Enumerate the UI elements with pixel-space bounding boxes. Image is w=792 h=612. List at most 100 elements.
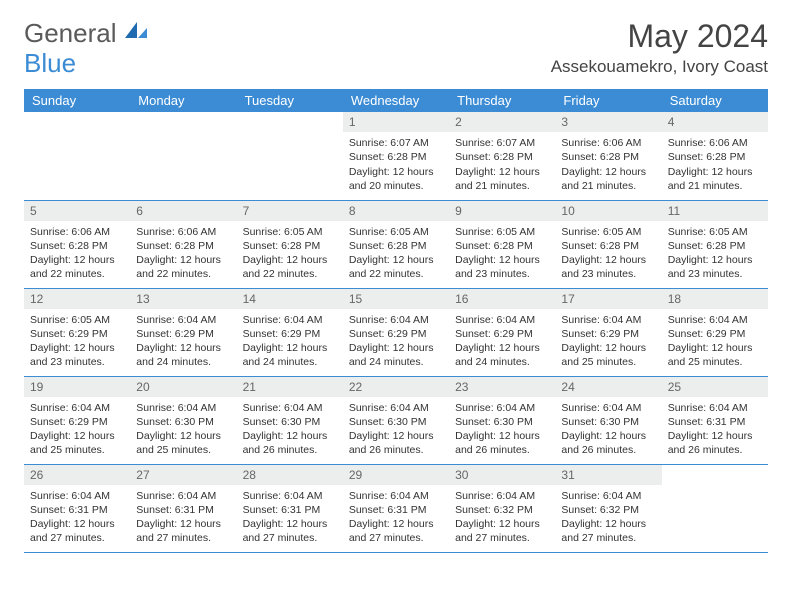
day-body: Sunrise: 6:06 AMSunset: 6:28 PMDaylight:…: [130, 223, 236, 286]
day-number: 6: [130, 201, 236, 221]
day-number: 11: [662, 201, 768, 221]
day-number: 18: [662, 289, 768, 309]
weekday-header: Tuesday: [237, 89, 343, 112]
calendar-cell: 16Sunrise: 6:04 AMSunset: 6:29 PMDayligh…: [449, 288, 555, 376]
calendar-cell: 10Sunrise: 6:05 AMSunset: 6:28 PMDayligh…: [555, 200, 661, 288]
calendar-cell: 30Sunrise: 6:04 AMSunset: 6:32 PMDayligh…: [449, 464, 555, 552]
day-number: 27: [130, 465, 236, 485]
month-title: May 2024: [551, 18, 768, 55]
calendar-week-row: 1Sunrise: 6:07 AMSunset: 6:28 PMDaylight…: [24, 112, 768, 200]
day-number: 21: [237, 377, 343, 397]
day-body: Sunrise: 6:05 AMSunset: 6:28 PMDaylight:…: [237, 223, 343, 286]
calendar-cell: 2Sunrise: 6:07 AMSunset: 6:28 PMDaylight…: [449, 112, 555, 200]
calendar-cell: 15Sunrise: 6:04 AMSunset: 6:29 PMDayligh…: [343, 288, 449, 376]
calendar-cell: 6Sunrise: 6:06 AMSunset: 6:28 PMDaylight…: [130, 200, 236, 288]
calendar-cell: 29Sunrise: 6:04 AMSunset: 6:31 PMDayligh…: [343, 464, 449, 552]
day-body: Sunrise: 6:04 AMSunset: 6:30 PMDaylight:…: [343, 399, 449, 462]
day-body: Sunrise: 6:04 AMSunset: 6:29 PMDaylight:…: [555, 311, 661, 374]
day-body: Sunrise: 6:04 AMSunset: 6:32 PMDaylight:…: [555, 487, 661, 550]
day-number: 16: [449, 289, 555, 309]
calendar-cell: 9Sunrise: 6:05 AMSunset: 6:28 PMDaylight…: [449, 200, 555, 288]
day-number: 12: [24, 289, 130, 309]
calendar-cell: 25Sunrise: 6:04 AMSunset: 6:31 PMDayligh…: [662, 376, 768, 464]
day-number: 26: [24, 465, 130, 485]
calendar-cell: 20Sunrise: 6:04 AMSunset: 6:30 PMDayligh…: [130, 376, 236, 464]
calendar-cell: 28Sunrise: 6:04 AMSunset: 6:31 PMDayligh…: [237, 464, 343, 552]
calendar-cell: 26Sunrise: 6:04 AMSunset: 6:31 PMDayligh…: [24, 464, 130, 552]
day-body: Sunrise: 6:05 AMSunset: 6:28 PMDaylight:…: [662, 223, 768, 286]
weekday-header: Saturday: [662, 89, 768, 112]
day-body: Sunrise: 6:06 AMSunset: 6:28 PMDaylight:…: [24, 223, 130, 286]
title-block: May 2024 Assekouamekro, Ivory Coast: [551, 18, 768, 77]
day-body: Sunrise: 6:06 AMSunset: 6:28 PMDaylight:…: [662, 134, 768, 197]
calendar-cell: 12Sunrise: 6:05 AMSunset: 6:29 PMDayligh…: [24, 288, 130, 376]
day-body: Sunrise: 6:04 AMSunset: 6:30 PMDaylight:…: [130, 399, 236, 462]
day-number: 22: [343, 377, 449, 397]
day-body: Sunrise: 6:04 AMSunset: 6:32 PMDaylight:…: [449, 487, 555, 550]
day-body: Sunrise: 6:05 AMSunset: 6:28 PMDaylight:…: [449, 223, 555, 286]
day-body: Sunrise: 6:04 AMSunset: 6:30 PMDaylight:…: [237, 399, 343, 462]
calendar-week-row: 5Sunrise: 6:06 AMSunset: 6:28 PMDaylight…: [24, 200, 768, 288]
day-number: 31: [555, 465, 661, 485]
calendar-cell: 23Sunrise: 6:04 AMSunset: 6:30 PMDayligh…: [449, 376, 555, 464]
calendar-cell: [130, 112, 236, 200]
day-body: Sunrise: 6:04 AMSunset: 6:29 PMDaylight:…: [662, 311, 768, 374]
calendar-cell: 8Sunrise: 6:05 AMSunset: 6:28 PMDaylight…: [343, 200, 449, 288]
day-number: 29: [343, 465, 449, 485]
calendar-cell: 27Sunrise: 6:04 AMSunset: 6:31 PMDayligh…: [130, 464, 236, 552]
day-body: Sunrise: 6:04 AMSunset: 6:29 PMDaylight:…: [343, 311, 449, 374]
day-number: 7: [237, 201, 343, 221]
day-body: Sunrise: 6:04 AMSunset: 6:31 PMDaylight:…: [662, 399, 768, 462]
calendar-cell: 18Sunrise: 6:04 AMSunset: 6:29 PMDayligh…: [662, 288, 768, 376]
day-number: 20: [130, 377, 236, 397]
day-body: Sunrise: 6:04 AMSunset: 6:31 PMDaylight:…: [24, 487, 130, 550]
day-body: Sunrise: 6:04 AMSunset: 6:30 PMDaylight:…: [449, 399, 555, 462]
day-body: Sunrise: 6:04 AMSunset: 6:29 PMDaylight:…: [24, 399, 130, 462]
calendar: SundayMondayTuesdayWednesdayThursdayFrid…: [24, 89, 768, 553]
day-number: 19: [24, 377, 130, 397]
calendar-body: 1Sunrise: 6:07 AMSunset: 6:28 PMDaylight…: [24, 112, 768, 552]
calendar-header-row: SundayMondayTuesdayWednesdayThursdayFrid…: [24, 89, 768, 112]
day-number: 13: [130, 289, 236, 309]
header: General May 2024 Assekouamekro, Ivory Co…: [24, 18, 768, 77]
weekday-header: Sunday: [24, 89, 130, 112]
day-number: 8: [343, 201, 449, 221]
day-number: 30: [449, 465, 555, 485]
day-body: Sunrise: 6:06 AMSunset: 6:28 PMDaylight:…: [555, 134, 661, 197]
calendar-cell: 7Sunrise: 6:05 AMSunset: 6:28 PMDaylight…: [237, 200, 343, 288]
sail-icon: [123, 18, 149, 49]
day-number: 15: [343, 289, 449, 309]
day-number: 5: [24, 201, 130, 221]
calendar-cell: 19Sunrise: 6:04 AMSunset: 6:29 PMDayligh…: [24, 376, 130, 464]
weekday-header: Monday: [130, 89, 236, 112]
weekday-header: Thursday: [449, 89, 555, 112]
calendar-cell: 3Sunrise: 6:06 AMSunset: 6:28 PMDaylight…: [555, 112, 661, 200]
day-number: 14: [237, 289, 343, 309]
day-body: Sunrise: 6:04 AMSunset: 6:30 PMDaylight:…: [555, 399, 661, 462]
day-number: 17: [555, 289, 661, 309]
weekday-header: Friday: [555, 89, 661, 112]
calendar-cell: 14Sunrise: 6:04 AMSunset: 6:29 PMDayligh…: [237, 288, 343, 376]
weekday-header: Wednesday: [343, 89, 449, 112]
calendar-week-row: 12Sunrise: 6:05 AMSunset: 6:29 PMDayligh…: [24, 288, 768, 376]
calendar-cell: 31Sunrise: 6:04 AMSunset: 6:32 PMDayligh…: [555, 464, 661, 552]
calendar-cell: 5Sunrise: 6:06 AMSunset: 6:28 PMDaylight…: [24, 200, 130, 288]
calendar-cell: [24, 112, 130, 200]
day-body: Sunrise: 6:05 AMSunset: 6:29 PMDaylight:…: [24, 311, 130, 374]
calendar-cell: 21Sunrise: 6:04 AMSunset: 6:30 PMDayligh…: [237, 376, 343, 464]
day-body: Sunrise: 6:04 AMSunset: 6:29 PMDaylight:…: [449, 311, 555, 374]
day-number: 10: [555, 201, 661, 221]
calendar-cell: 13Sunrise: 6:04 AMSunset: 6:29 PMDayligh…: [130, 288, 236, 376]
day-number: 25: [662, 377, 768, 397]
calendar-week-row: 19Sunrise: 6:04 AMSunset: 6:29 PMDayligh…: [24, 376, 768, 464]
day-body: Sunrise: 6:04 AMSunset: 6:31 PMDaylight:…: [237, 487, 343, 550]
calendar-cell: 1Sunrise: 6:07 AMSunset: 6:28 PMDaylight…: [343, 112, 449, 200]
day-body: Sunrise: 6:04 AMSunset: 6:29 PMDaylight:…: [130, 311, 236, 374]
day-number: 23: [449, 377, 555, 397]
day-number: 24: [555, 377, 661, 397]
day-number: 3: [555, 112, 661, 132]
day-body: Sunrise: 6:05 AMSunset: 6:28 PMDaylight:…: [343, 223, 449, 286]
calendar-cell: [237, 112, 343, 200]
day-body: Sunrise: 6:07 AMSunset: 6:28 PMDaylight:…: [449, 134, 555, 197]
day-number: 9: [449, 201, 555, 221]
